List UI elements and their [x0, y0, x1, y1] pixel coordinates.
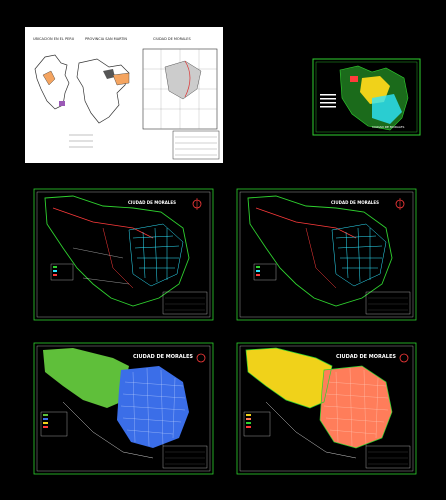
- zone-salmon: [320, 366, 392, 448]
- road-main: [52, 207, 154, 239]
- small-map-red: [350, 76, 358, 82]
- salmon-grid: [323, 367, 389, 447]
- blue-grid: [120, 367, 186, 447]
- dept-map: [76, 58, 130, 124]
- dept-highlight: [112, 72, 130, 86]
- label-city: CIUDAD DE MORALES: [153, 37, 192, 41]
- dept-province: [103, 69, 115, 79]
- map-title: CIUDAD DE MORALES: [133, 354, 193, 360]
- map-title: CIUDAD DE MORALES: [331, 200, 379, 205]
- map-sheet-3: CIUDAD DE MORALES: [33, 342, 214, 475]
- road-main: [255, 207, 357, 239]
- north-arrow-icon: [196, 353, 206, 363]
- title-block: [365, 445, 411, 469]
- map-sheet-2: CIUDAD DE MORALES: [236, 188, 417, 321]
- district-boundary: [265, 401, 357, 459]
- north-arrow-icon: [399, 353, 409, 363]
- legend-box: [40, 411, 68, 437]
- urban-grid: [128, 223, 184, 287]
- zone-green: [43, 348, 129, 408]
- title-block: [162, 445, 208, 469]
- road-secondary: [305, 227, 337, 289]
- zone-blue: [117, 366, 189, 448]
- legend-swatches: [246, 414, 251, 428]
- city-map-road: [184, 60, 191, 98]
- label-peru: UBICACION EN EL PERU: [33, 37, 75, 41]
- title-block: [162, 291, 208, 315]
- legend-swatches: [53, 266, 57, 276]
- label-province: PROVINCIA SAN MARTIN: [85, 37, 127, 41]
- district-boundary: [44, 195, 190, 307]
- road-secondary: [102, 227, 134, 289]
- small-map-legend: [320, 94, 336, 108]
- urban-grid: [331, 223, 387, 287]
- map-title: CIUDAD DE MORALES: [128, 200, 176, 205]
- map-title: CIUDAD DE MORALES: [336, 354, 396, 360]
- legend-swatches: [256, 266, 260, 276]
- small-map-cyan: [372, 94, 402, 124]
- small-map-title: CIUDAD DE MORALES: [372, 125, 404, 129]
- peru-marker: [59, 101, 65, 106]
- legend-box: [243, 411, 271, 437]
- city-map-urban: [164, 60, 202, 100]
- small-map-frame: [312, 58, 421, 136]
- location-sheet: UBICACION EN EL PERU PROVINCIA SAN MARTI…: [25, 27, 223, 163]
- map-sheet-1: CIUDAD DE MORALES: [33, 188, 214, 321]
- legend-swatches: [43, 414, 48, 428]
- district-boundary: [62, 401, 154, 459]
- peru-highlight: [42, 70, 56, 86]
- secondary-lines: [72, 247, 130, 285]
- small-map-sheet: CIUDAD DE MORALES: [312, 58, 421, 136]
- district-boundary: [247, 195, 393, 307]
- legend-box: [253, 263, 277, 281]
- title-block: [365, 291, 411, 315]
- location-legend: [172, 130, 220, 160]
- peru-map: [34, 54, 70, 110]
- zone-yellow: [246, 348, 332, 408]
- map-sheet-4: CIUDAD DE MORALES: [236, 342, 417, 475]
- legend-box: [50, 263, 74, 281]
